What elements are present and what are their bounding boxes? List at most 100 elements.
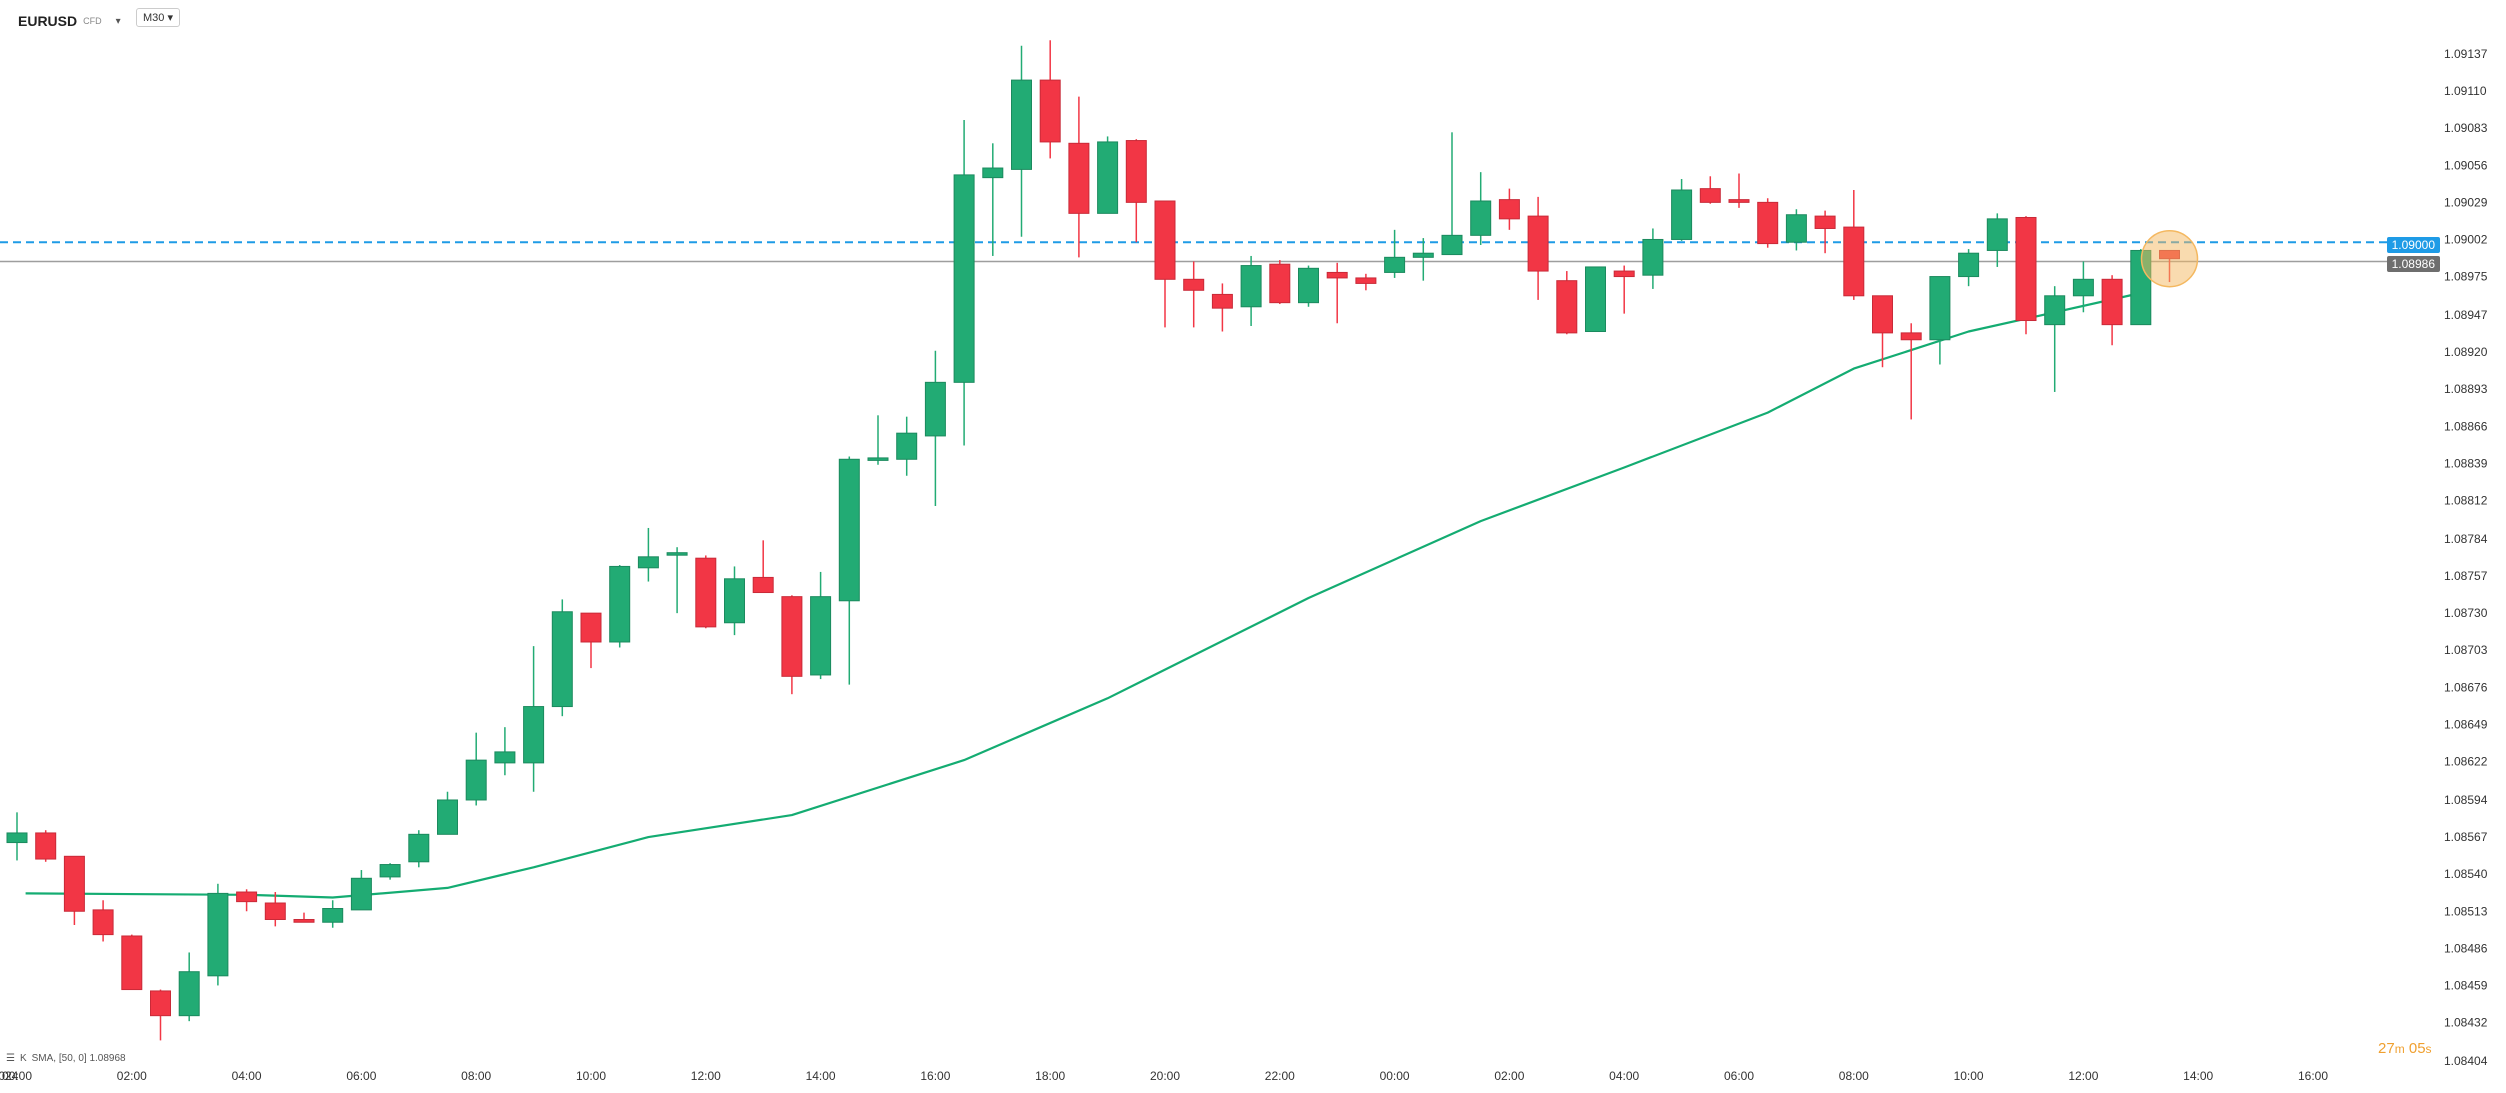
level-price-tag[interactable]: 1.09000 (2386, 237, 2440, 253)
candle-body (1441, 234, 1463, 256)
current-price-tag: 1.08986 (2386, 256, 2440, 272)
symbol-dropdown-icon[interactable]: ▾ (115, 15, 121, 27)
price-tick-label: 1.08703 (2444, 643, 2488, 657)
candle (6, 812, 28, 861)
timeframe-selector[interactable]: M30 ▾ (136, 8, 180, 27)
candle-body (695, 557, 717, 628)
sma-legend-text: SMA, [50, 0] 1.08968 (31, 1053, 126, 1064)
candle (1498, 188, 1520, 230)
timer-seconds-unit: s (2425, 1042, 2432, 1056)
price-tick-label: 1.08432 (2444, 1016, 2488, 1030)
candle-body (810, 596, 832, 676)
candle (1183, 261, 1205, 328)
candle-body (1843, 226, 1865, 297)
candle (236, 889, 258, 912)
candle (1757, 198, 1779, 248)
candle-body (494, 751, 516, 764)
candle (350, 870, 372, 911)
candle-body (953, 174, 975, 383)
candle-body (6, 832, 28, 844)
candle (924, 350, 946, 506)
price-tick-label: 1.08757 (2444, 569, 2488, 583)
candle (810, 571, 832, 680)
candle (1269, 260, 1291, 305)
candle-body (1929, 276, 1951, 341)
candle-body (92, 909, 114, 936)
candle-body (63, 855, 85, 912)
price-tick-label: 1.08513 (2444, 904, 2488, 918)
candle-body (1039, 79, 1061, 143)
list-icon[interactable]: ☰ (6, 1053, 15, 1064)
candle-body (350, 877, 372, 911)
price-tick-label: 1.08920 (2444, 345, 2488, 359)
candle (207, 883, 229, 986)
price-tick-label: 1.09083 (2444, 121, 2488, 135)
candle-body (293, 918, 315, 923)
candle-body (1412, 252, 1434, 258)
candle-countdown: 27m 05s (2378, 1040, 2432, 1057)
timer-seconds: 05 (2408, 1040, 2426, 1057)
price-levels (0, 241, 2430, 263)
candle-body (2072, 278, 2094, 297)
price-tick-label: 1.09110 (2444, 84, 2487, 98)
candle (322, 900, 344, 928)
candle-body (207, 892, 229, 977)
price-tick-label: 1.08594 (2444, 793, 2488, 807)
candle-body (121, 935, 143, 991)
candle (408, 830, 430, 868)
candle (695, 555, 717, 629)
candle (752, 540, 774, 594)
price-tick-label: 1.08839 (2444, 456, 2488, 470)
candle-body (1527, 215, 1549, 272)
timer-minutes-unit: m (2394, 1042, 2405, 1056)
candle (1728, 173, 1750, 208)
candle-body (1384, 256, 1406, 273)
candle (666, 547, 688, 614)
candle-body (1269, 263, 1291, 304)
candle (1900, 323, 1922, 420)
candle-body (1125, 140, 1147, 203)
symbol-type: CFD (83, 16, 102, 26)
candle (264, 892, 286, 927)
time-tick-label: 16:00 (920, 1069, 950, 1083)
time-axis[interactable]: 06.03.202400:0002:0004:0006:0008:0010:00… (0, 1069, 2328, 1083)
candles-layer (6, 40, 2180, 1041)
candle (1527, 196, 1549, 300)
time-tick-label: 00:00 (2, 1069, 32, 1083)
time-tick-label: 16:00 (2298, 1069, 2328, 1083)
price-tick-label: 1.08567 (2444, 830, 2488, 844)
candle (293, 912, 315, 923)
candle-body (867, 457, 889, 461)
candle-body (322, 908, 344, 923)
candle (1699, 176, 1721, 204)
candle (1872, 295, 1893, 368)
price-tick-label: 1.08459 (2444, 978, 2488, 992)
candle (523, 646, 545, 792)
time-tick-label: 02:00 (117, 1069, 147, 1083)
candle-body (236, 891, 258, 903)
live-price-circle (2140, 229, 2199, 288)
candle-body (752, 576, 774, 594)
candle-body (1298, 267, 1319, 304)
price-axis[interactable]: 1.09137 1.09110 1.09083 1.09056 1.09029 1.090… (2444, 47, 2488, 1068)
time-tick-label: 22:00 (1265, 1069, 1295, 1083)
collapse-icon[interactable]: K (19, 1053, 27, 1064)
candle-body (1154, 200, 1176, 280)
candle-body (1642, 238, 1664, 276)
candle-body (637, 556, 659, 569)
candle-body (2044, 295, 2066, 326)
candle-body (35, 832, 57, 860)
candle (724, 566, 745, 636)
symbol-name[interactable]: EURUSD (18, 13, 78, 29)
time-tick-label: 06:00 (346, 1069, 376, 1083)
candle (1125, 139, 1147, 243)
candle (609, 565, 631, 648)
candle-body (1470, 200, 1492, 236)
price-tick-label: 1.08649 (2444, 717, 2488, 731)
time-tick-label: 08:00 (1839, 1069, 1869, 1083)
candle (2101, 275, 2123, 346)
candle-body (465, 759, 487, 801)
candle (551, 599, 573, 717)
candle-body (1671, 189, 1693, 240)
